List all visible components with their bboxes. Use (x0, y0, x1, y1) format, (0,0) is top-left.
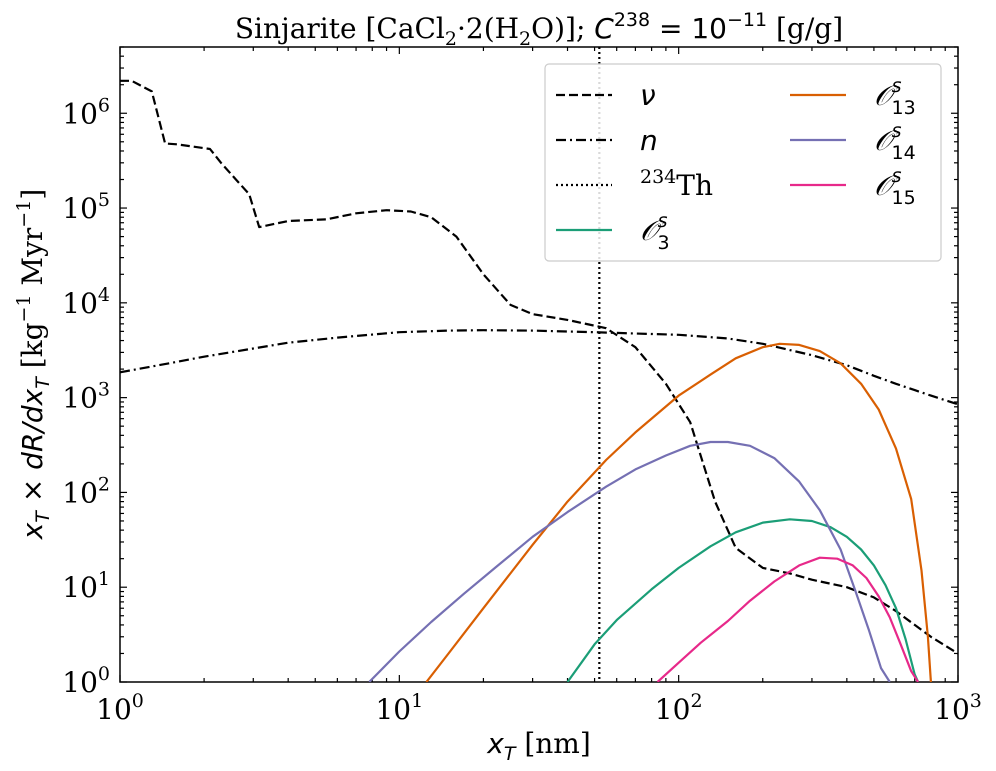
series-o13s-line (425, 342, 932, 682)
y-axis-label: xT × dR/dxT [kg−1 Myr−1] (13, 189, 54, 541)
y-tick-label: 100 (62, 663, 110, 699)
y-tick-label: 102 (62, 473, 110, 509)
legend-n-label: n (640, 124, 658, 157)
series-o3s-line (566, 518, 920, 682)
legend-box (544, 63, 942, 262)
legend-o14s-label: 𝒪s 14 (874, 120, 916, 164)
plot-frame (119, 46, 959, 683)
series-n-line (120, 329, 958, 406)
legend-o15s-label: 𝒪s 15 (874, 165, 916, 209)
x-axis-label: xT [nm] (486, 727, 591, 765)
y-tick-label: 101 (62, 568, 110, 604)
legend-o3s-label: 𝒪s 3 (640, 210, 670, 254)
series-o14s-line (368, 440, 891, 682)
x-tick-label: 101 (375, 690, 423, 726)
series--line (120, 79, 958, 655)
y-tick-label: 104 (62, 284, 110, 320)
legend--label: ν (640, 79, 656, 112)
legend-234th-label: 234Th (640, 166, 713, 202)
axis-tick-labels: 100 101 102 103 100 101 102 103 104 105 106 (62, 94, 982, 726)
series-o15s-line (656, 556, 920, 682)
x-tick-label: 103 (934, 690, 982, 726)
x-tick-label: 102 (655, 690, 703, 726)
y-tick-label: 103 (62, 379, 110, 415)
chart-title: Sinjarite [CaCl2·2(H2O)]; C238 = 10−11 [… (235, 9, 843, 50)
y-tick-label: 105 (62, 189, 110, 225)
x-tick-label: 100 (96, 690, 144, 726)
legend-o13s-label: 𝒪s 13 (874, 75, 916, 119)
y-tick-label: 106 (62, 94, 110, 130)
axis-ticks (119, 46, 959, 683)
